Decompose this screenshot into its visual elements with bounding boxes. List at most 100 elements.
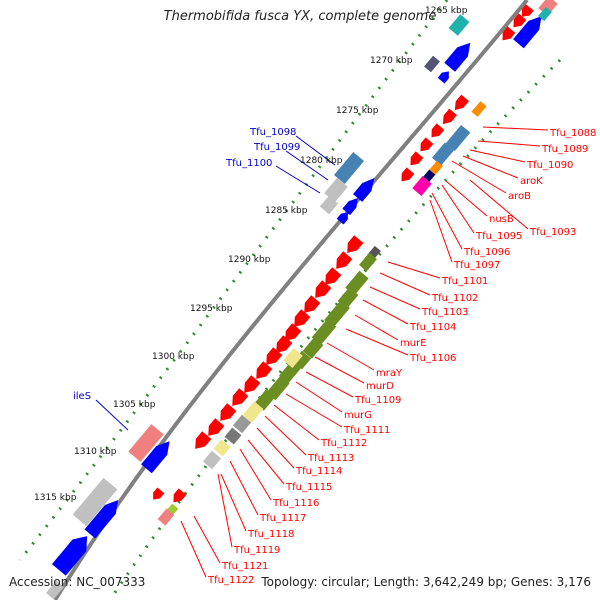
- leader-line: [469, 179, 529, 230]
- gene-label: Tfu_1106: [409, 353, 456, 364]
- gene-label: aroK: [520, 176, 543, 187]
- gene-olive: [292, 350, 312, 370]
- gene-features: [46, 0, 558, 600]
- gene-olive: [324, 300, 350, 328]
- scale-label: 1265 kbp: [425, 6, 468, 16]
- leader-line: [95, 399, 129, 431]
- gene-label: Tfu_1095: [475, 231, 522, 242]
- gene-label: Tfu_1104: [409, 322, 456, 333]
- gene-pink: [157, 508, 175, 526]
- gene-gray: [72, 477, 118, 527]
- gene-olive: [359, 252, 377, 272]
- gene-label: Tfu_1097: [453, 260, 500, 271]
- gene-label: Tfu_1114: [295, 466, 342, 477]
- leader-line: [217, 473, 233, 548]
- gene-cyan: [538, 6, 552, 22]
- leader-line: [469, 149, 526, 163]
- gene-dark: [424, 55, 440, 73]
- gene-pink: [128, 424, 164, 462]
- leader-line: [314, 356, 365, 384]
- leader-line: [180, 520, 207, 578]
- gene-magenta: [412, 176, 432, 196]
- gene-label: Tfu_1118: [247, 529, 294, 540]
- leader-line: [275, 165, 321, 194]
- gene-label: aroB: [508, 191, 531, 202]
- leader-line: [482, 126, 549, 131]
- gene-reverse: [304, 295, 321, 313]
- gene-reverse: [336, 251, 353, 269]
- gene-gray: [202, 450, 222, 470]
- gene-reverse: [401, 167, 415, 182]
- gene-orange: [429, 160, 443, 176]
- gene-yellow: [242, 401, 264, 423]
- leader-line: [462, 155, 519, 179]
- gene-reverse: [276, 335, 293, 353]
- gene-label: murE: [400, 338, 427, 349]
- scale-ticks: [18, 0, 562, 600]
- gene-reverse: [315, 280, 332, 298]
- leader-line: [305, 371, 354, 398]
- leader-line: [264, 415, 307, 456]
- gene-label: Tfu_1121: [221, 561, 268, 572]
- leader-line: [295, 381, 343, 413]
- scale-label: 1270 kbp: [370, 56, 413, 66]
- leader-line: [451, 160, 507, 194]
- gene-reverse: [442, 108, 457, 125]
- scale-label: 1315 kbp: [34, 493, 77, 503]
- leader-line: [229, 460, 259, 516]
- scale-label: 1280 kbp: [300, 156, 343, 166]
- gene-reverse: [153, 487, 165, 500]
- gene-gray: [319, 195, 339, 215]
- gene-label: mraY: [376, 368, 403, 379]
- gene-reverse: [294, 309, 311, 327]
- gene-olive: [254, 389, 276, 411]
- gene-steel: [445, 124, 471, 152]
- gene-steel: [431, 142, 455, 166]
- gene-reverse: [256, 361, 273, 379]
- gene-forward: [141, 441, 170, 474]
- gene-reverse: [513, 13, 527, 28]
- scale-label: 1290 kbp: [228, 255, 271, 265]
- gene-label: ileS: [73, 391, 91, 402]
- gene-reverse: [232, 388, 249, 406]
- leader-line: [477, 140, 541, 147]
- gene-label: Tfu_1116: [272, 498, 319, 509]
- gene-reverse: [521, 4, 534, 17]
- gene-reverse: [325, 267, 342, 285]
- leader-line: [273, 404, 320, 441]
- gene-forward: [342, 198, 358, 216]
- gene-forward: [336, 212, 348, 225]
- leader-line: [362, 299, 409, 325]
- gene-forward: [437, 71, 449, 84]
- gene-label: Tfu_1103: [421, 307, 468, 318]
- gene-label: Tfu_1102: [431, 293, 478, 304]
- gene-forward: [513, 16, 542, 49]
- gene-label: Tfu_1113: [307, 453, 354, 464]
- gene-olive: [266, 375, 290, 401]
- gene-label: Tfu_1099: [253, 142, 300, 153]
- gene-olive: [311, 318, 337, 346]
- gene-label: Tfu_1096: [463, 247, 510, 258]
- gene-reverse: [244, 375, 261, 393]
- gene-gray: [324, 177, 348, 203]
- leader-line: [354, 314, 399, 341]
- gene-labels: Tfu_1088 Tfu_1089 Tfu_1090 aroK aroB nusB Tfu_…: [73, 127, 596, 586]
- map-title: Thermobifida fusca YX, complete genome: [163, 9, 437, 24]
- gene-reverse: [431, 123, 445, 138]
- gene-cyan: [448, 14, 470, 36]
- gene-reverse: [173, 488, 187, 503]
- leader-line: [431, 192, 463, 250]
- scale-labels: 1265 kbp 1270 kbp 1275 kbp 1280 kbp 1285 kbp…: [34, 6, 468, 503]
- gene-label: Tfu_1098: [249, 127, 296, 138]
- gene-reverse: [195, 431, 212, 449]
- gene-label: Tfu_1122: [207, 575, 254, 586]
- leader-line: [429, 199, 453, 263]
- scale-label: 1275 kbp: [336, 106, 379, 116]
- leader-line: [220, 473, 247, 532]
- scale-label: 1300 kbp: [152, 352, 195, 362]
- accession-text: Accession: NC_007333: [9, 575, 146, 589]
- leader-line: [285, 393, 343, 428]
- scale-label: 1285 kbp: [265, 206, 308, 216]
- gene-label: Tfu_1090: [526, 160, 573, 171]
- gene-label: Tfu_1101: [441, 276, 488, 287]
